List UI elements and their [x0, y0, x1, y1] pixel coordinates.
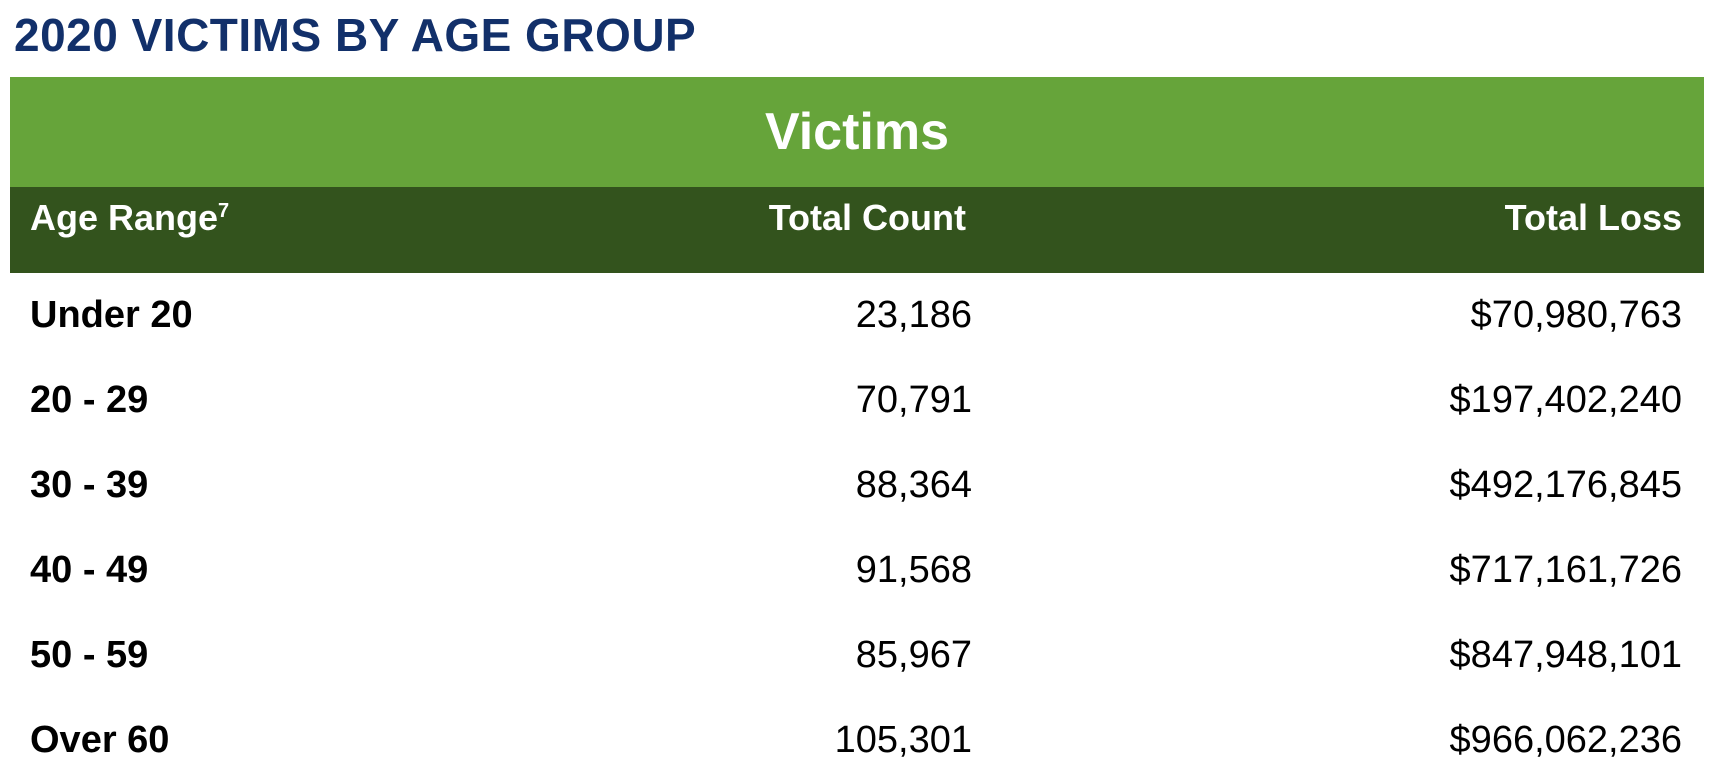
table-row: 30 - 39 88,364 $492,176,845 — [10, 443, 1704, 528]
table-row: 40 - 49 91,568 $717,161,726 — [10, 528, 1704, 613]
total-count-cell: 23,186 — [855, 294, 972, 336]
total-count-cell: 91,568 — [855, 549, 972, 591]
age-range-cell: Under 20 — [30, 294, 193, 336]
victims-table: Victims Age Range7 Total Count Total Los… — [10, 77, 1704, 783]
total-loss-cell: $717,161,726 — [1449, 549, 1682, 591]
total-loss-cell: $966,062,236 — [1449, 719, 1682, 761]
table-row: Under 20 23,186 $70,980,763 — [10, 273, 1704, 358]
header-total-count: Total Count — [768, 197, 966, 238]
table-banner: Victims — [10, 77, 1704, 187]
header-age-range: Age Range7 — [10, 187, 570, 239]
total-count-cell: 105,301 — [834, 719, 972, 761]
total-count-cell: 88,364 — [855, 464, 972, 506]
total-count-cell: 85,967 — [855, 634, 972, 676]
page-title: 2020 VICTIMS BY AGE GROUP — [14, 9, 697, 61]
table-row: 20 - 29 70,791 $197,402,240 — [10, 358, 1704, 443]
footnote-marker: 7 — [218, 200, 230, 222]
table-row: 50 - 59 85,967 $847,948,101 — [10, 613, 1704, 698]
age-range-cell: 50 - 59 — [30, 634, 149, 676]
total-loss-cell: $197,402,240 — [1449, 379, 1682, 421]
header-total-loss: Total Loss — [1504, 197, 1682, 238]
total-loss-cell: $492,176,845 — [1449, 464, 1682, 506]
age-range-cell: Over 60 — [30, 719, 170, 761]
header-age-range-label: Age Range — [30, 197, 219, 238]
total-count-cell: 70,791 — [855, 379, 972, 421]
age-range-cell: 40 - 49 — [30, 549, 149, 591]
total-loss-cell: $70,980,763 — [1470, 294, 1682, 336]
age-range-cell: 20 - 29 — [30, 379, 149, 421]
total-loss-cell: $847,948,101 — [1449, 634, 1682, 676]
banner-label: Victims — [764, 103, 950, 161]
age-range-cell: 30 - 39 — [30, 464, 149, 506]
table-row: Over 60 105,301 $966,062,236 — [10, 698, 1704, 783]
table-header-row: Age Range7 Total Count Total Loss — [10, 187, 1704, 273]
